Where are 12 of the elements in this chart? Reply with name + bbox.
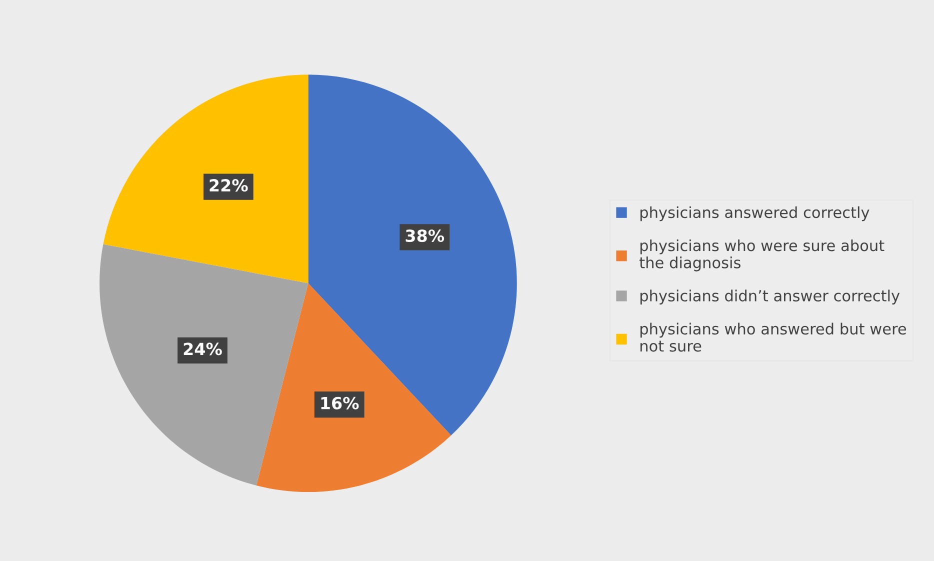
data-label: 24% (184, 342, 222, 356)
legend-label: physicians answered correctly (640, 206, 870, 222)
legend-label: physicians who answered but were not sure (640, 322, 906, 352)
pie-slice (256, 283, 452, 492)
data-label: 38% (406, 229, 444, 242)
pie-slice (308, 74, 517, 436)
pie-slice (103, 74, 308, 284)
data-label: 22% (210, 179, 248, 192)
data-label: 16% (321, 396, 359, 410)
legend-label: physicians didn’t answer correctly (640, 290, 900, 304)
pie-slice (100, 244, 308, 486)
legend-label: physicians who were sure about the diagnosis (640, 239, 884, 272)
